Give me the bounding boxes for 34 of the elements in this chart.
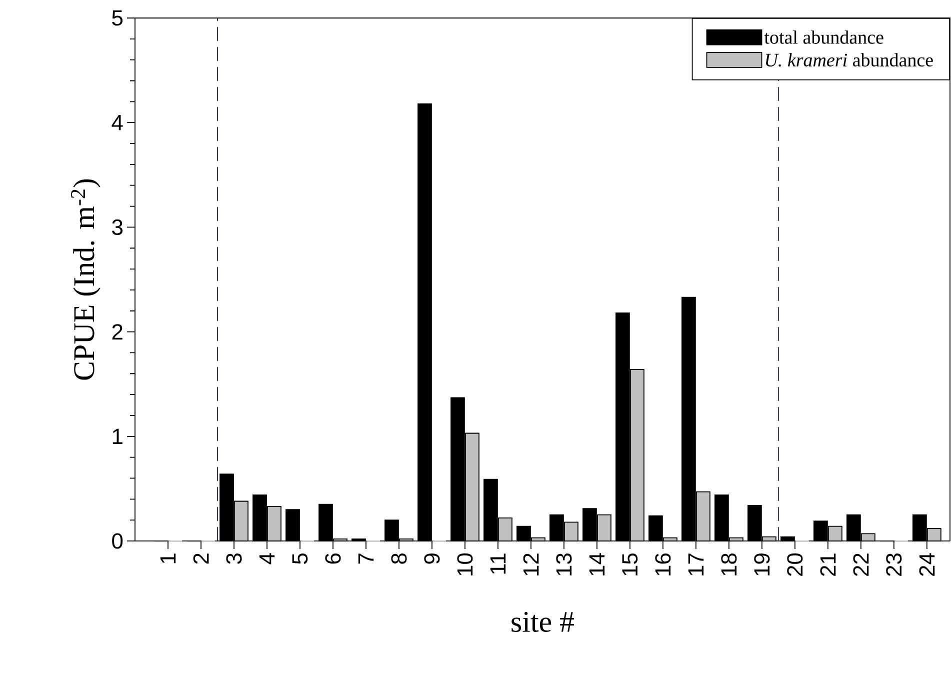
x-tick-label: 2 (193, 554, 209, 564)
x-tick-label: 15 (622, 553, 638, 576)
x-tick-label: 20 (787, 553, 803, 576)
x-tick-label: 16 (655, 553, 671, 576)
x-tick-label: 12 (523, 554, 539, 576)
y-tick-label: 2 (112, 324, 122, 340)
x-tick-label: 22 (853, 554, 869, 576)
x-tick-label: 13 (556, 553, 572, 576)
y-tick-label: 0 (112, 533, 123, 549)
x-tick-label: 18 (721, 553, 737, 576)
x-tick-label: 6 (325, 553, 341, 564)
x-tick-label: 10 (457, 553, 473, 576)
x-tick-label: 21 (820, 554, 836, 576)
x-tick-label: 19 (754, 554, 770, 576)
x-tick-label: 7 (358, 554, 374, 564)
x-axis-title: site # (512, 612, 574, 632)
x-tick-label: 11 (490, 554, 506, 574)
legend-label: U. krameri abundance (766, 53, 933, 67)
x-tick-label: 8 (391, 553, 407, 564)
x-tick-label: 1 (160, 554, 176, 564)
x-tick-label: 17 (688, 554, 704, 576)
x-tick-label: 5 (292, 553, 308, 564)
x-tick-label: 24 (919, 553, 935, 576)
y-tick-label: 3 (112, 219, 123, 235)
x-tick-label: 3 (226, 553, 242, 564)
y-tick-label: 5 (112, 10, 123, 26)
legend-label: total abundance (764, 30, 884, 44)
x-tick-label: 4 (259, 553, 275, 564)
x-tick-label: 14 (589, 553, 605, 576)
y-axis-title: CPUE (Ind. m$^{-2}$) (71, 179, 100, 380)
x-tick-label: 23 (886, 553, 902, 576)
y-tick-label: 1 (112, 428, 122, 444)
x-tick-label: 9 (424, 554, 440, 564)
y-tick-label: 4 (112, 115, 123, 130)
